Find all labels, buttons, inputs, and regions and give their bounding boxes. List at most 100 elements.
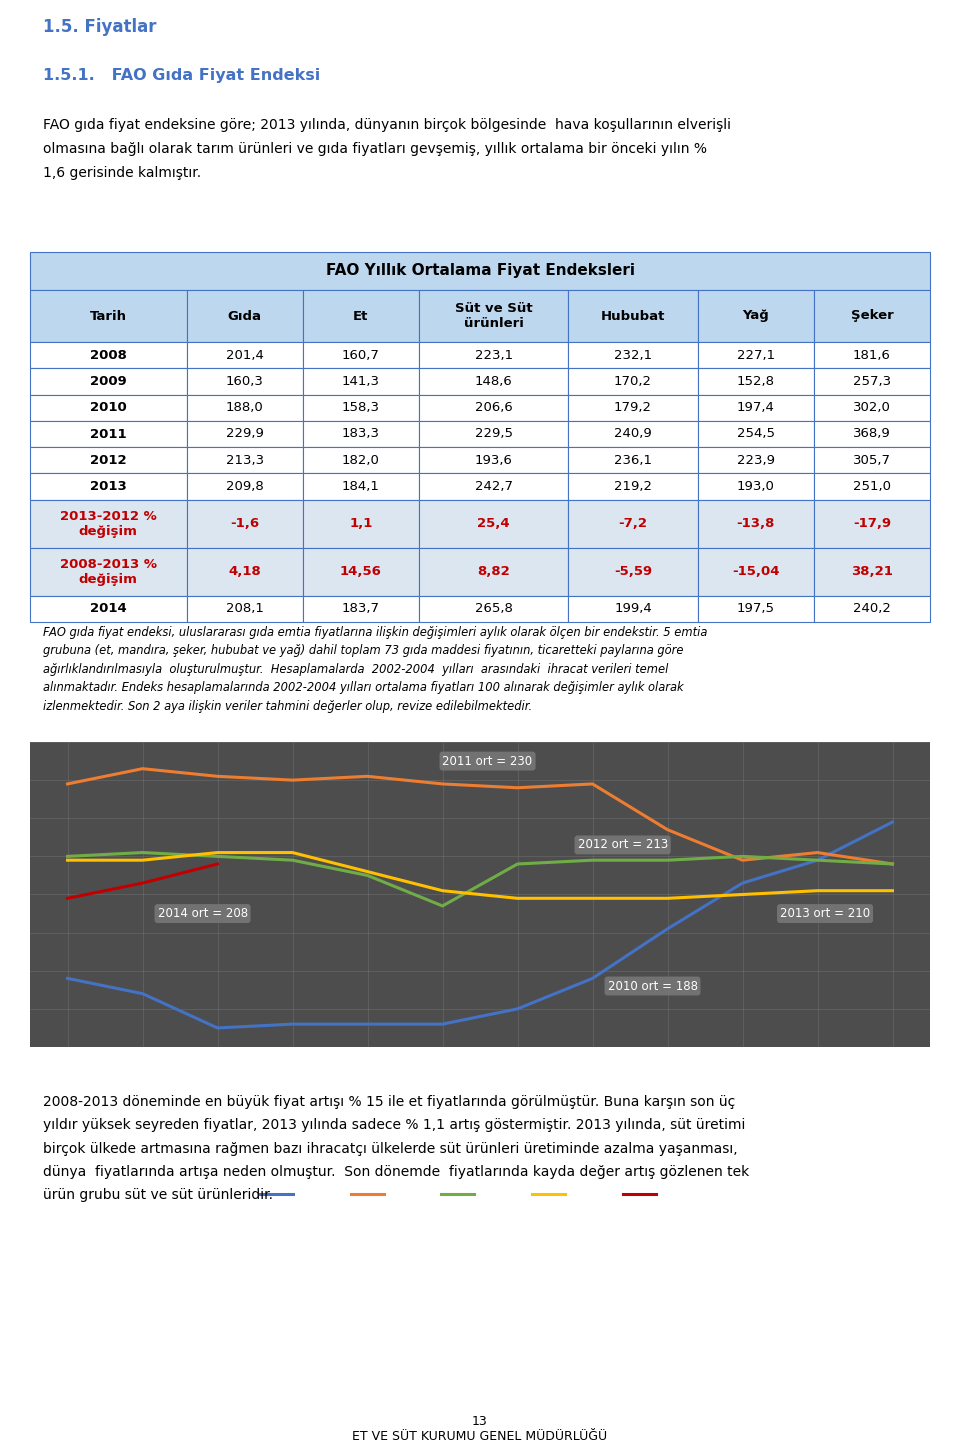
Text: 193,0: 193,0 [737,479,775,493]
Text: 201,4: 201,4 [226,349,264,362]
2010 [136,985,148,1003]
2011 [287,772,299,789]
2010 [887,814,899,831]
Bar [568,291,698,341]
Bar [419,596,568,622]
Bar [698,341,814,368]
Bar [568,500,698,548]
2013 [736,886,748,904]
Bar [186,474,302,500]
2012 [887,856,899,873]
Text: 2012: 2012 [90,453,127,466]
Text: Gıda: Gıda [228,309,262,323]
Text: 8,82: 8,82 [477,565,510,578]
2012 [61,847,73,865]
2013 [512,889,523,907]
Line: 2011: 2011 [67,769,893,865]
Bar [302,548,419,596]
2013 [362,863,373,881]
Text: 240,9: 240,9 [614,427,652,440]
Text: 13: 13 [472,1415,488,1428]
Text: 2014 ort = 208: 2014 ort = 208 [157,907,248,920]
Text: 188,0: 188,0 [226,401,264,414]
Text: 1.5.1.   FAO Gıda Fiyat Endeksi: 1.5.1. FAO Gıda Fiyat Endeksi [43,68,321,83]
Line: 2012: 2012 [67,853,893,905]
2010 [212,1019,224,1036]
Text: -15,04: -15,04 [732,565,780,578]
Text: 254,5: 254,5 [736,427,775,440]
2010 [437,1016,448,1033]
2014 [212,856,224,873]
2011 [437,776,448,793]
Bar [814,421,930,448]
2013 [212,844,224,862]
Bar [698,368,814,395]
Bar [419,395,568,421]
Bar [568,596,698,622]
2011 [587,776,598,793]
2012 [587,851,598,869]
Bar [30,291,186,341]
Text: 148,6: 148,6 [475,375,513,388]
Text: 206,6: 206,6 [475,401,513,414]
Bar [302,421,419,448]
Bar [302,291,419,341]
2012 [812,851,824,869]
2013 [61,851,73,869]
Text: Şeker: Şeker [851,309,894,323]
Text: 229,5: 229,5 [474,427,513,440]
Bar [302,596,419,622]
Text: 2010: 2010 [90,401,127,414]
Bar [419,548,568,596]
Text: 184,1: 184,1 [342,479,380,493]
2011 [812,844,824,862]
Text: ET VE SÜT KURUMU GENEL MÜDÜRLÜĞÜ: ET VE SÜT KURUMU GENEL MÜDÜRLÜĞÜ [352,1430,608,1443]
Bar [30,368,186,395]
Text: 160,7: 160,7 [342,349,380,362]
Bar [698,474,814,500]
Bar [302,395,419,421]
2013 [587,889,598,907]
Text: 4,18: 4,18 [228,565,261,578]
2012 [512,856,523,873]
Text: 240,2: 240,2 [853,603,891,616]
Text: 25,4: 25,4 [477,517,510,530]
Text: 2011 ort = 230: 2011 ort = 230 [443,754,533,767]
Text: 199,4: 199,4 [614,603,652,616]
Text: 223,1: 223,1 [474,349,513,362]
Bar [568,368,698,395]
2011 [512,779,523,796]
Bar [186,448,302,474]
Bar [186,500,302,548]
Bar [302,474,419,500]
Bar [814,548,930,596]
Text: 2012 ort = 213: 2012 ort = 213 [578,838,668,851]
Bar [419,341,568,368]
Bar [419,368,568,395]
Bar [698,596,814,622]
Bar [186,291,302,341]
Bar [302,368,419,395]
Text: Süt ve Süt
ürünleri: Süt ve Süt ürünleri [455,302,533,330]
Text: 160,3: 160,3 [226,375,264,388]
Text: 14,56: 14,56 [340,565,382,578]
Bar [814,395,930,421]
Text: 179,2: 179,2 [614,401,652,414]
2011 [736,851,748,869]
Text: 197,4: 197,4 [737,401,775,414]
Bar [30,448,186,474]
2010 [362,1016,373,1033]
2013 [812,882,824,899]
2011 [136,760,148,777]
Text: 236,1: 236,1 [614,453,652,466]
Text: 2013-2012 %
değişim: 2013-2012 % değişim [60,510,156,538]
Legend: 2010, 2011, 2012, 2013, 2014: 2010, 2011, 2012, 2013, 2014 [255,1184,705,1207]
2011 [661,821,673,838]
Text: 183,7: 183,7 [342,603,380,616]
Bar [814,291,930,341]
Text: 305,7: 305,7 [852,453,891,466]
Text: 242,7: 242,7 [474,479,513,493]
Text: FAO Yıllık Ortalama Fiyat Endeksleri: FAO Yıllık Ortalama Fiyat Endeksleri [325,263,635,279]
Bar [814,448,930,474]
2010 [587,969,598,987]
